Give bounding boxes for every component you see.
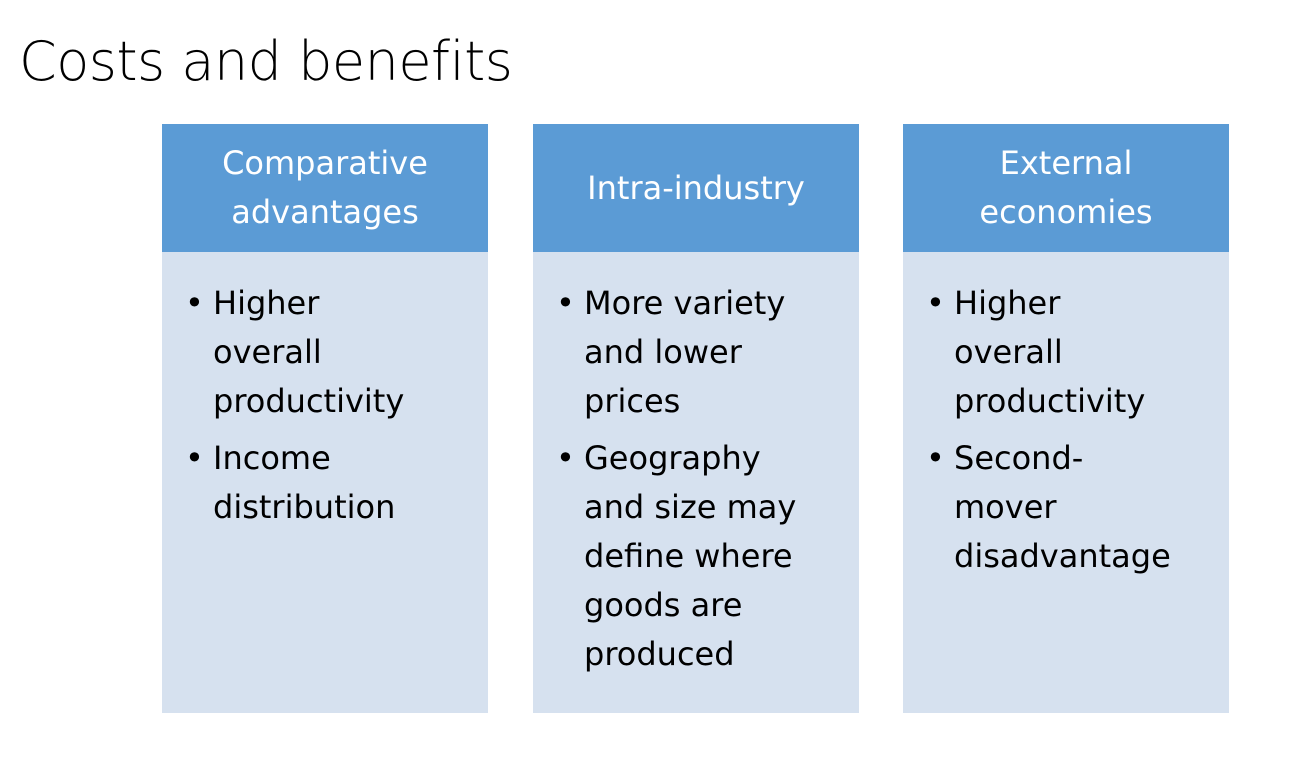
bullet-icon: • [926, 284, 945, 322]
bullet-text: More variety and lower prices [584, 284, 786, 420]
bullet-icon: • [556, 439, 575, 477]
column-header-text: Comparative advantages [222, 144, 428, 231]
column-header: External economies [903, 124, 1229, 252]
bullet-text: Second- mover disadvantage [954, 439, 1171, 575]
bullet-icon: • [185, 284, 204, 322]
list-item: • Geography and size may define where go… [556, 434, 849, 679]
column-external-economies: External economies • Higher overall prod… [903, 124, 1229, 713]
list-item: • Higher overall productivity [185, 279, 478, 426]
bullet-icon: • [556, 284, 575, 322]
bullet-list: • More variety and lower prices • Geogra… [533, 252, 859, 679]
list-item: • More variety and lower prices [556, 279, 849, 426]
column-header: Comparative advantages [162, 124, 488, 252]
bullet-list: • Higher overall productivity • Income d… [162, 252, 488, 532]
column-header-text: External economies [979, 144, 1153, 231]
bullet-text: Income distribution [213, 439, 396, 526]
column-header-text: Intra-industry [587, 168, 805, 207]
list-item: • Higher overall productivity [926, 279, 1219, 426]
column-header: Intra-industry [533, 124, 859, 252]
bullet-list: • Higher overall productivity • Second- … [903, 252, 1229, 581]
list-item: • Second- mover disadvantage [926, 434, 1219, 581]
bullet-icon: • [185, 439, 204, 477]
bullet-text: Geography and size may define where good… [584, 439, 797, 673]
slide-title: Costs and benefits [19, 30, 513, 93]
column-comparative-advantages: Comparative advantages • Higher overall … [162, 124, 488, 713]
bullet-text: Higher overall productivity [213, 284, 405, 420]
bullet-text: Higher overall productivity [954, 284, 1146, 420]
column-intra-industry: Intra-industry • More variety and lower … [533, 124, 859, 713]
list-item: • Income distribution [185, 434, 478, 532]
bullet-icon: • [926, 439, 945, 477]
